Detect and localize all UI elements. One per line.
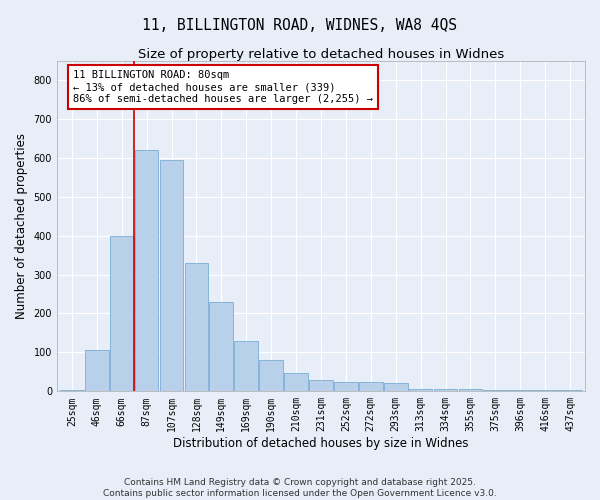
Bar [359,382,383,392]
Bar [409,390,433,392]
Bar [458,390,482,392]
Bar [309,380,333,392]
Bar [110,236,134,392]
Bar [334,382,358,392]
Bar [384,383,407,392]
Bar [284,373,308,392]
Bar [135,150,158,392]
Text: Contains HM Land Registry data © Crown copyright and database right 2025.
Contai: Contains HM Land Registry data © Crown c… [103,478,497,498]
Bar [259,360,283,392]
Bar [160,160,184,392]
Bar [235,340,258,392]
Title: Size of property relative to detached houses in Widnes: Size of property relative to detached ho… [138,48,504,60]
Bar [484,390,507,392]
Bar [85,350,109,392]
Bar [533,390,557,392]
Bar [558,390,582,392]
Bar [434,390,457,392]
Text: 11, BILLINGTON ROAD, WIDNES, WA8 4QS: 11, BILLINGTON ROAD, WIDNES, WA8 4QS [143,18,458,32]
Bar [508,390,532,392]
Bar [60,390,83,392]
Text: 11 BILLINGTON ROAD: 80sqm
← 13% of detached houses are smaller (339)
86% of semi: 11 BILLINGTON ROAD: 80sqm ← 13% of detac… [73,70,373,104]
Bar [209,302,233,392]
Y-axis label: Number of detached properties: Number of detached properties [15,133,28,319]
Bar [185,263,208,392]
X-axis label: Distribution of detached houses by size in Widnes: Distribution of detached houses by size … [173,437,469,450]
